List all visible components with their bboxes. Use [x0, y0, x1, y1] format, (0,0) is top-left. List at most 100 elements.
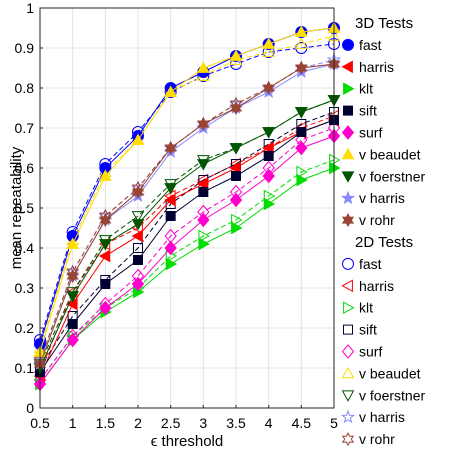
legend-group-title: 3D Tests [355, 15, 413, 32]
legend-group-title: 2D Tests [355, 234, 413, 251]
data-point [296, 127, 307, 137]
series-line [39, 27, 335, 353]
data-point [262, 141, 274, 155]
data-point [263, 197, 276, 211]
data-point [262, 80, 275, 96]
data-point [131, 219, 145, 231]
legend-item: v harris [340, 190, 405, 206]
x-axis-label: ϵ threshold [151, 433, 224, 450]
series-line [39, 99, 335, 369]
legend-label: v beaudet [359, 365, 421, 381]
legend-item: v foerstner [341, 168, 425, 184]
data-point [131, 184, 145, 200]
legend-marker [343, 324, 353, 335]
data-point [66, 291, 80, 303]
data-point [165, 211, 176, 221]
data-point [262, 37, 276, 49]
legend-item: sift [343, 322, 377, 338]
legend-item: sift [343, 103, 377, 119]
data-point [131, 276, 145, 292]
legend-item: v foerstner [341, 387, 425, 403]
data-point [329, 153, 341, 167]
legend-label: v foerstner [359, 387, 425, 403]
data-point [262, 127, 276, 139]
legend-label: v harris [359, 409, 405, 425]
legend-label: v beaudet [359, 146, 421, 162]
legend-marker [341, 366, 355, 379]
data-point [164, 193, 176, 207]
data-point [196, 159, 210, 171]
axis-ticks: 0.5 1 1.5 2 2.5 3 3.5 4 4.5 5 0 0.1 0.2 0.3 0.4 0.5 0.6 0… [15, 0, 339, 431]
x-tick-label: 0.5 [30, 415, 50, 431]
data-point [229, 143, 243, 155]
y-tick-label: 0.5 [15, 200, 35, 216]
legend-marker [341, 60, 353, 74]
data-point [165, 257, 178, 271]
data-point [98, 249, 111, 263]
legend-item: klt [343, 81, 373, 97]
y-axis-label: mean repeatability [8, 146, 25, 269]
series-line [39, 159, 335, 381]
legend-label: surf [359, 125, 382, 141]
legend-item: v rohr [341, 431, 395, 447]
y-tick-label: 0.7 [15, 120, 35, 136]
legend-label: sift [359, 103, 377, 119]
series-line [39, 115, 335, 373]
legend-marker [343, 301, 355, 315]
data-point [164, 183, 178, 195]
y-tick-label: 0.6 [15, 160, 35, 176]
legend-label: surf [359, 344, 382, 360]
data-point [229, 192, 243, 208]
y-tick-label: 0.2 [15, 320, 35, 336]
data-point [66, 332, 79, 348]
legend-item: harris [341, 278, 394, 294]
data-point [196, 61, 210, 73]
legend-item: v harris [340, 409, 405, 425]
data-point [262, 168, 275, 184]
legend-marker [341, 279, 353, 293]
y-tick-label: 0.8 [15, 80, 35, 96]
x-tick-label: 4 [265, 415, 273, 431]
legend-marker [342, 257, 354, 270]
data-point [329, 161, 341, 175]
data-point [229, 49, 243, 61]
data-point [100, 279, 111, 289]
legend-marker [340, 190, 356, 205]
series-line [39, 127, 335, 381]
x-tick-label: 3.5 [226, 415, 246, 431]
legend-marker [343, 82, 355, 96]
data-point [294, 37, 308, 49]
data-point [164, 85, 178, 97]
data-point [295, 140, 308, 156]
data-point [98, 239, 112, 251]
x-tick-label: 1.5 [96, 415, 116, 431]
legend-marker [341, 390, 355, 402]
data-point [231, 171, 241, 181]
legend-item: v beaudet [341, 365, 421, 381]
y-tick-label: 0.3 [15, 280, 35, 296]
legend-marker [341, 344, 355, 359]
data-point [131, 211, 145, 223]
data-point [198, 187, 209, 197]
series-3d-v-beaudet [33, 21, 341, 357]
data-point [131, 133, 145, 145]
legend-marker [341, 125, 355, 140]
x-tick-label: 1 [69, 415, 77, 431]
series-line [39, 135, 335, 385]
data-point [263, 151, 274, 161]
legend-marker [341, 171, 355, 183]
x-tick-label: 4.5 [292, 415, 312, 431]
series-3d-v-foerstner [33, 95, 341, 375]
legend-marker [343, 105, 353, 116]
y-tick-label: 0.9 [15, 40, 35, 56]
x-tick-label: 2.5 [161, 415, 181, 431]
legend-label: harris [359, 278, 394, 294]
series-line [39, 63, 335, 365]
legend-item: fast [342, 37, 382, 53]
legend-marker [340, 409, 356, 424]
x-tick-label: 3 [199, 415, 207, 431]
x-tick-label: 2 [134, 415, 142, 431]
series-line [39, 111, 335, 369]
series-line [39, 119, 335, 377]
data-point [198, 237, 210, 251]
